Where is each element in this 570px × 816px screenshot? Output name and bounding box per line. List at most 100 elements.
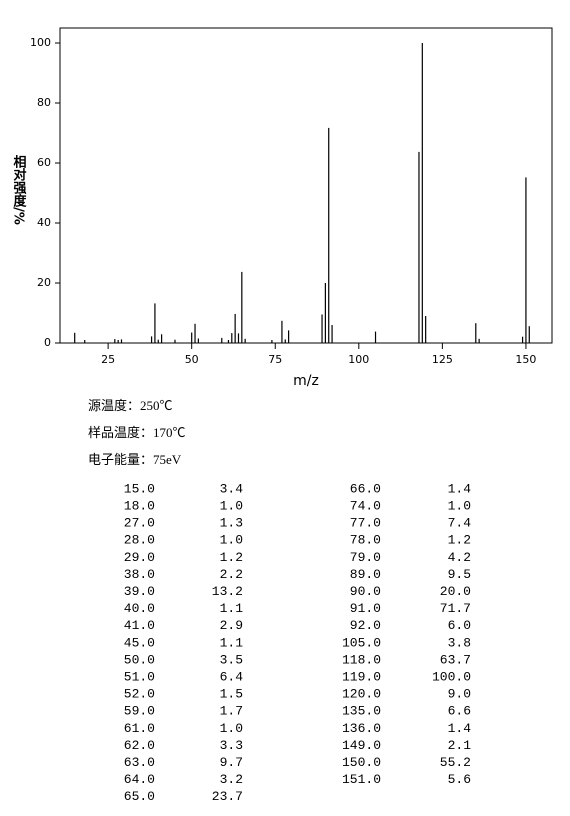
peak <box>117 340 119 343</box>
table-intensity: 1.0 <box>220 499 243 514</box>
x-tick-label: 150 <box>515 353 536 366</box>
table-mz: 51.0 <box>124 670 155 685</box>
table-intensity: 23.7 <box>212 789 243 804</box>
table-intensity: 4.2 <box>448 550 471 565</box>
peak <box>525 177 527 343</box>
table-mz: 27.0 <box>124 516 155 531</box>
peak <box>244 338 246 343</box>
table-mz: 59.0 <box>124 704 155 719</box>
peak <box>174 339 176 343</box>
peak <box>478 338 480 343</box>
table-intensity: 1.2 <box>448 533 471 548</box>
table-mz: 62.0 <box>124 738 155 753</box>
table-intensity: 1.0 <box>220 533 243 548</box>
table-mz: 79.0 <box>350 550 381 565</box>
peak <box>475 323 477 343</box>
peak <box>418 151 420 343</box>
table-intensity: 3.4 <box>220 481 244 496</box>
info-line: 源温度：250℃ <box>88 398 173 413</box>
table-mz: 135.0 <box>342 704 381 719</box>
table-mz: 50.0 <box>124 652 155 667</box>
table-mz: 66.0 <box>350 481 381 496</box>
peak <box>157 339 159 343</box>
table-mz: 61.0 <box>124 721 155 736</box>
table-intensity: 6.0 <box>448 618 471 633</box>
peak <box>328 127 330 344</box>
table-intensity: 9.0 <box>448 687 471 702</box>
table-intensity: 5.6 <box>448 772 471 787</box>
table-intensity: 1.1 <box>220 635 244 650</box>
table-mz: 28.0 <box>124 533 155 548</box>
peak <box>227 340 230 343</box>
peak <box>425 316 427 343</box>
table-intensity: 3.8 <box>448 635 471 650</box>
table-intensity: 9.5 <box>448 567 471 582</box>
table-mz: 149.0 <box>342 738 381 753</box>
peak <box>84 340 86 343</box>
table-mz: 77.0 <box>350 516 381 531</box>
table-intensity: 63.7 <box>440 652 471 667</box>
table-intensity: 1.1 <box>220 601 244 616</box>
table-intensity: 100.0 <box>432 670 471 685</box>
table-mz: 64.0 <box>124 772 155 787</box>
table-mz: 40.0 <box>124 601 155 616</box>
table-intensity: 1.0 <box>220 721 243 736</box>
x-axis-label: m/z <box>293 373 319 389</box>
y-tick-label: 100 <box>30 36 51 49</box>
table-intensity: 7.4 <box>448 516 472 531</box>
table-intensity: 3.5 <box>220 652 243 667</box>
table-intensity: 9.7 <box>220 755 243 770</box>
x-tick-label: 125 <box>432 353 453 366</box>
peak <box>324 283 326 343</box>
table-intensity: 3.3 <box>220 738 243 753</box>
peak <box>150 336 153 343</box>
table-intensity: 2.1 <box>448 738 472 753</box>
table-mz: 39.0 <box>124 584 155 599</box>
table-intensity: 71.7 <box>440 601 471 616</box>
peak <box>191 332 193 343</box>
x-tick-label: 100 <box>348 353 369 366</box>
peak <box>114 339 116 343</box>
peak <box>521 336 524 343</box>
peak <box>231 333 233 343</box>
x-tick-label: 75 <box>268 353 282 366</box>
y-tick-label: 20 <box>37 276 51 289</box>
peak <box>74 332 76 343</box>
table-intensity: 2.2 <box>220 567 243 582</box>
table-mz: 89.0 <box>350 567 381 582</box>
peak <box>284 339 286 343</box>
peak <box>271 340 273 343</box>
peak <box>288 330 290 343</box>
table-mz: 65.0 <box>124 789 155 804</box>
table-intensity: 1.5 <box>220 687 243 702</box>
table-intensity: 1.4 <box>448 481 472 496</box>
peak <box>120 339 123 343</box>
table-mz: 29.0 <box>124 550 155 565</box>
peak <box>194 323 196 343</box>
table-mz: 151.0 <box>342 772 381 787</box>
table-mz: 74.0 <box>350 499 381 514</box>
table-mz: 91.0 <box>350 601 381 616</box>
table-mz: 38.0 <box>124 567 155 582</box>
table-intensity: 1.0 <box>448 499 471 514</box>
y-axis-label: 相对强度/% <box>11 155 27 225</box>
table-mz: 18.0 <box>124 499 155 514</box>
peak <box>421 43 423 343</box>
peak <box>331 325 333 343</box>
peak <box>234 313 236 343</box>
peak <box>197 338 199 343</box>
y-tick-label: 80 <box>37 96 51 109</box>
peak <box>241 271 243 343</box>
peak <box>161 334 163 343</box>
table-intensity: 55.2 <box>440 755 471 770</box>
table-intensity: 1.3 <box>220 516 243 531</box>
table-intensity: 13.2 <box>212 584 243 599</box>
table-intensity: 1.7 <box>220 704 243 719</box>
plot-frame <box>59 27 553 344</box>
table-mz: 78.0 <box>350 533 381 548</box>
table-mz: 45.0 <box>124 635 155 650</box>
table-mz: 15.0 <box>124 481 155 496</box>
peak <box>281 320 283 343</box>
